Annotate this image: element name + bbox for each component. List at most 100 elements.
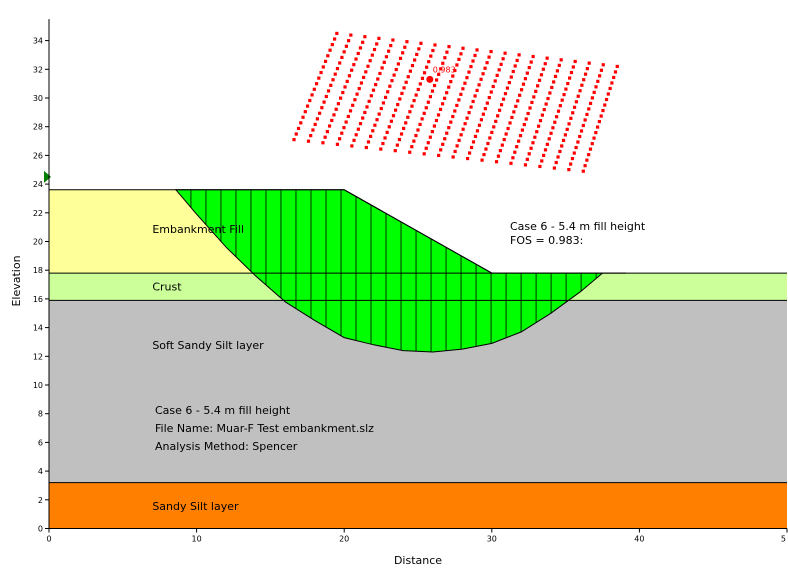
grid-point [615,64,619,69]
grid-point [483,66,487,70]
grid-point [408,110,412,114]
grid-point [381,141,385,146]
grid-point [515,58,519,63]
grid-point [338,61,342,65]
grid-point [467,70,471,74]
grid-point [518,134,523,138]
soft-sandy-silt-label: Soft Sandy Silt layer [152,339,264,352]
grid-point [559,58,563,62]
grid-point [356,127,360,131]
grid-point [587,61,591,65]
grid-point [363,35,367,39]
grid-point [587,107,591,111]
y-tick-label: 2 [38,496,43,505]
grid-point [495,73,499,78]
grid-point [410,63,415,68]
grid-point [574,145,578,150]
grid-point [566,81,570,86]
sandy-silt-layer-region [49,482,787,529]
grid-point [505,86,510,90]
grid-point [588,147,593,151]
grid-point [397,137,402,142]
grid-point [588,101,593,106]
grid-point [440,102,445,106]
grid-point [366,64,370,68]
y-tick-label: 30 [33,94,43,103]
x-axis-title: Distance [394,554,442,567]
grid-point [310,93,314,97]
grid-point [517,139,521,143]
grid-point [526,111,530,116]
grid-point [499,62,503,66]
grid-point [479,118,484,122]
grid-point [426,100,430,104]
grid-point [496,154,501,158]
grid-point [354,133,358,137]
grid-point [540,159,544,163]
grid-point [572,105,577,109]
grid-point [572,151,576,155]
grid-point [415,52,419,57]
y-tick-label: 14 [33,324,43,333]
grid-point [556,109,561,113]
grid-point [603,103,607,107]
grid-point [467,110,471,115]
grid-point [569,70,574,75]
grid-point [535,130,539,134]
grid-point [538,164,542,169]
x-tick-label: 0 [46,535,51,544]
critical-center-point [426,75,434,83]
grid-point [514,104,518,108]
grid-point [481,72,485,76]
grid-point [413,58,417,62]
grid-point [447,126,451,130]
grid-point [475,129,480,133]
grid-point [402,86,406,90]
grid-point [425,65,429,69]
grid-point [412,139,416,143]
grid-point [523,163,528,167]
grid-point [556,155,560,159]
grid-point [377,112,381,116]
grid-point [477,83,481,87]
grid-point [335,66,340,71]
grid-point [469,145,474,150]
y-axis-title: Elevation [10,255,23,306]
grid-point [555,69,560,73]
grid-point [330,118,334,123]
grid-point [569,162,573,166]
grid-point [294,132,298,136]
grid-point [459,133,463,137]
grid-point [418,82,422,86]
grid-point [487,55,491,59]
grid-point [569,116,573,120]
grid-point [489,49,493,54]
grid-point [317,76,321,80]
grid-point [292,138,296,142]
grid-point [597,119,601,124]
grid-point [587,153,591,157]
grid-point [564,87,568,91]
grid-point [498,149,502,153]
slice-lines [190,189,597,352]
grid-point [323,59,328,63]
info-analysis-method: Analysis Method: Spencer [155,440,298,453]
grid-point [347,39,351,43]
grid-point [334,107,338,111]
grid-point [387,125,391,129]
grid-point [382,60,386,64]
grid-point [524,117,528,121]
grid-point [504,132,508,136]
grid-point [399,132,404,136]
grid-point [389,43,393,48]
grid-point [475,48,479,52]
grid-point [379,147,383,151]
grid-point [571,111,575,115]
grid-point [445,131,449,135]
grid-point [461,127,465,131]
grid-point [398,56,403,60]
grid-point [527,66,531,70]
y-tick-label: 22 [33,209,43,218]
grid-point [364,145,368,150]
grid-point [578,134,582,139]
